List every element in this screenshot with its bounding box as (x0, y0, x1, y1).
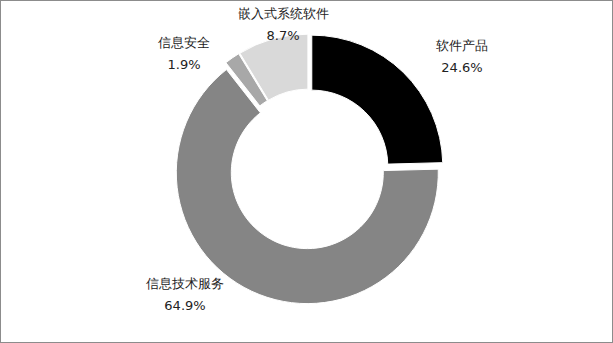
slice-label: 信息安全 (158, 35, 210, 50)
slice-label: 软件产品 (436, 38, 488, 53)
slices (176, 34, 442, 303)
data-label: 1.9% (167, 57, 200, 72)
slice (312, 35, 443, 164)
data-label: 24.6% (441, 60, 482, 75)
chart-container: 软件产品 24.6% 信息技术服务 64.9% 信息安全 1.9% 嵌入式系统软件 8.7% (0, 0, 613, 343)
data-label: 8.7% (266, 28, 299, 43)
slice (240, 34, 308, 100)
slice-label: 嵌入式系统软件 (238, 6, 329, 21)
data-label: 64.9% (164, 298, 205, 313)
slice (176, 70, 438, 304)
slice-label: 信息技术服务 (146, 276, 224, 291)
chart-frame (1, 1, 613, 343)
chart-svg: 软件产品 24.6% 信息技术服务 64.9% 信息安全 1.9% 嵌入式系统软件 8.7% (0, 0, 613, 343)
